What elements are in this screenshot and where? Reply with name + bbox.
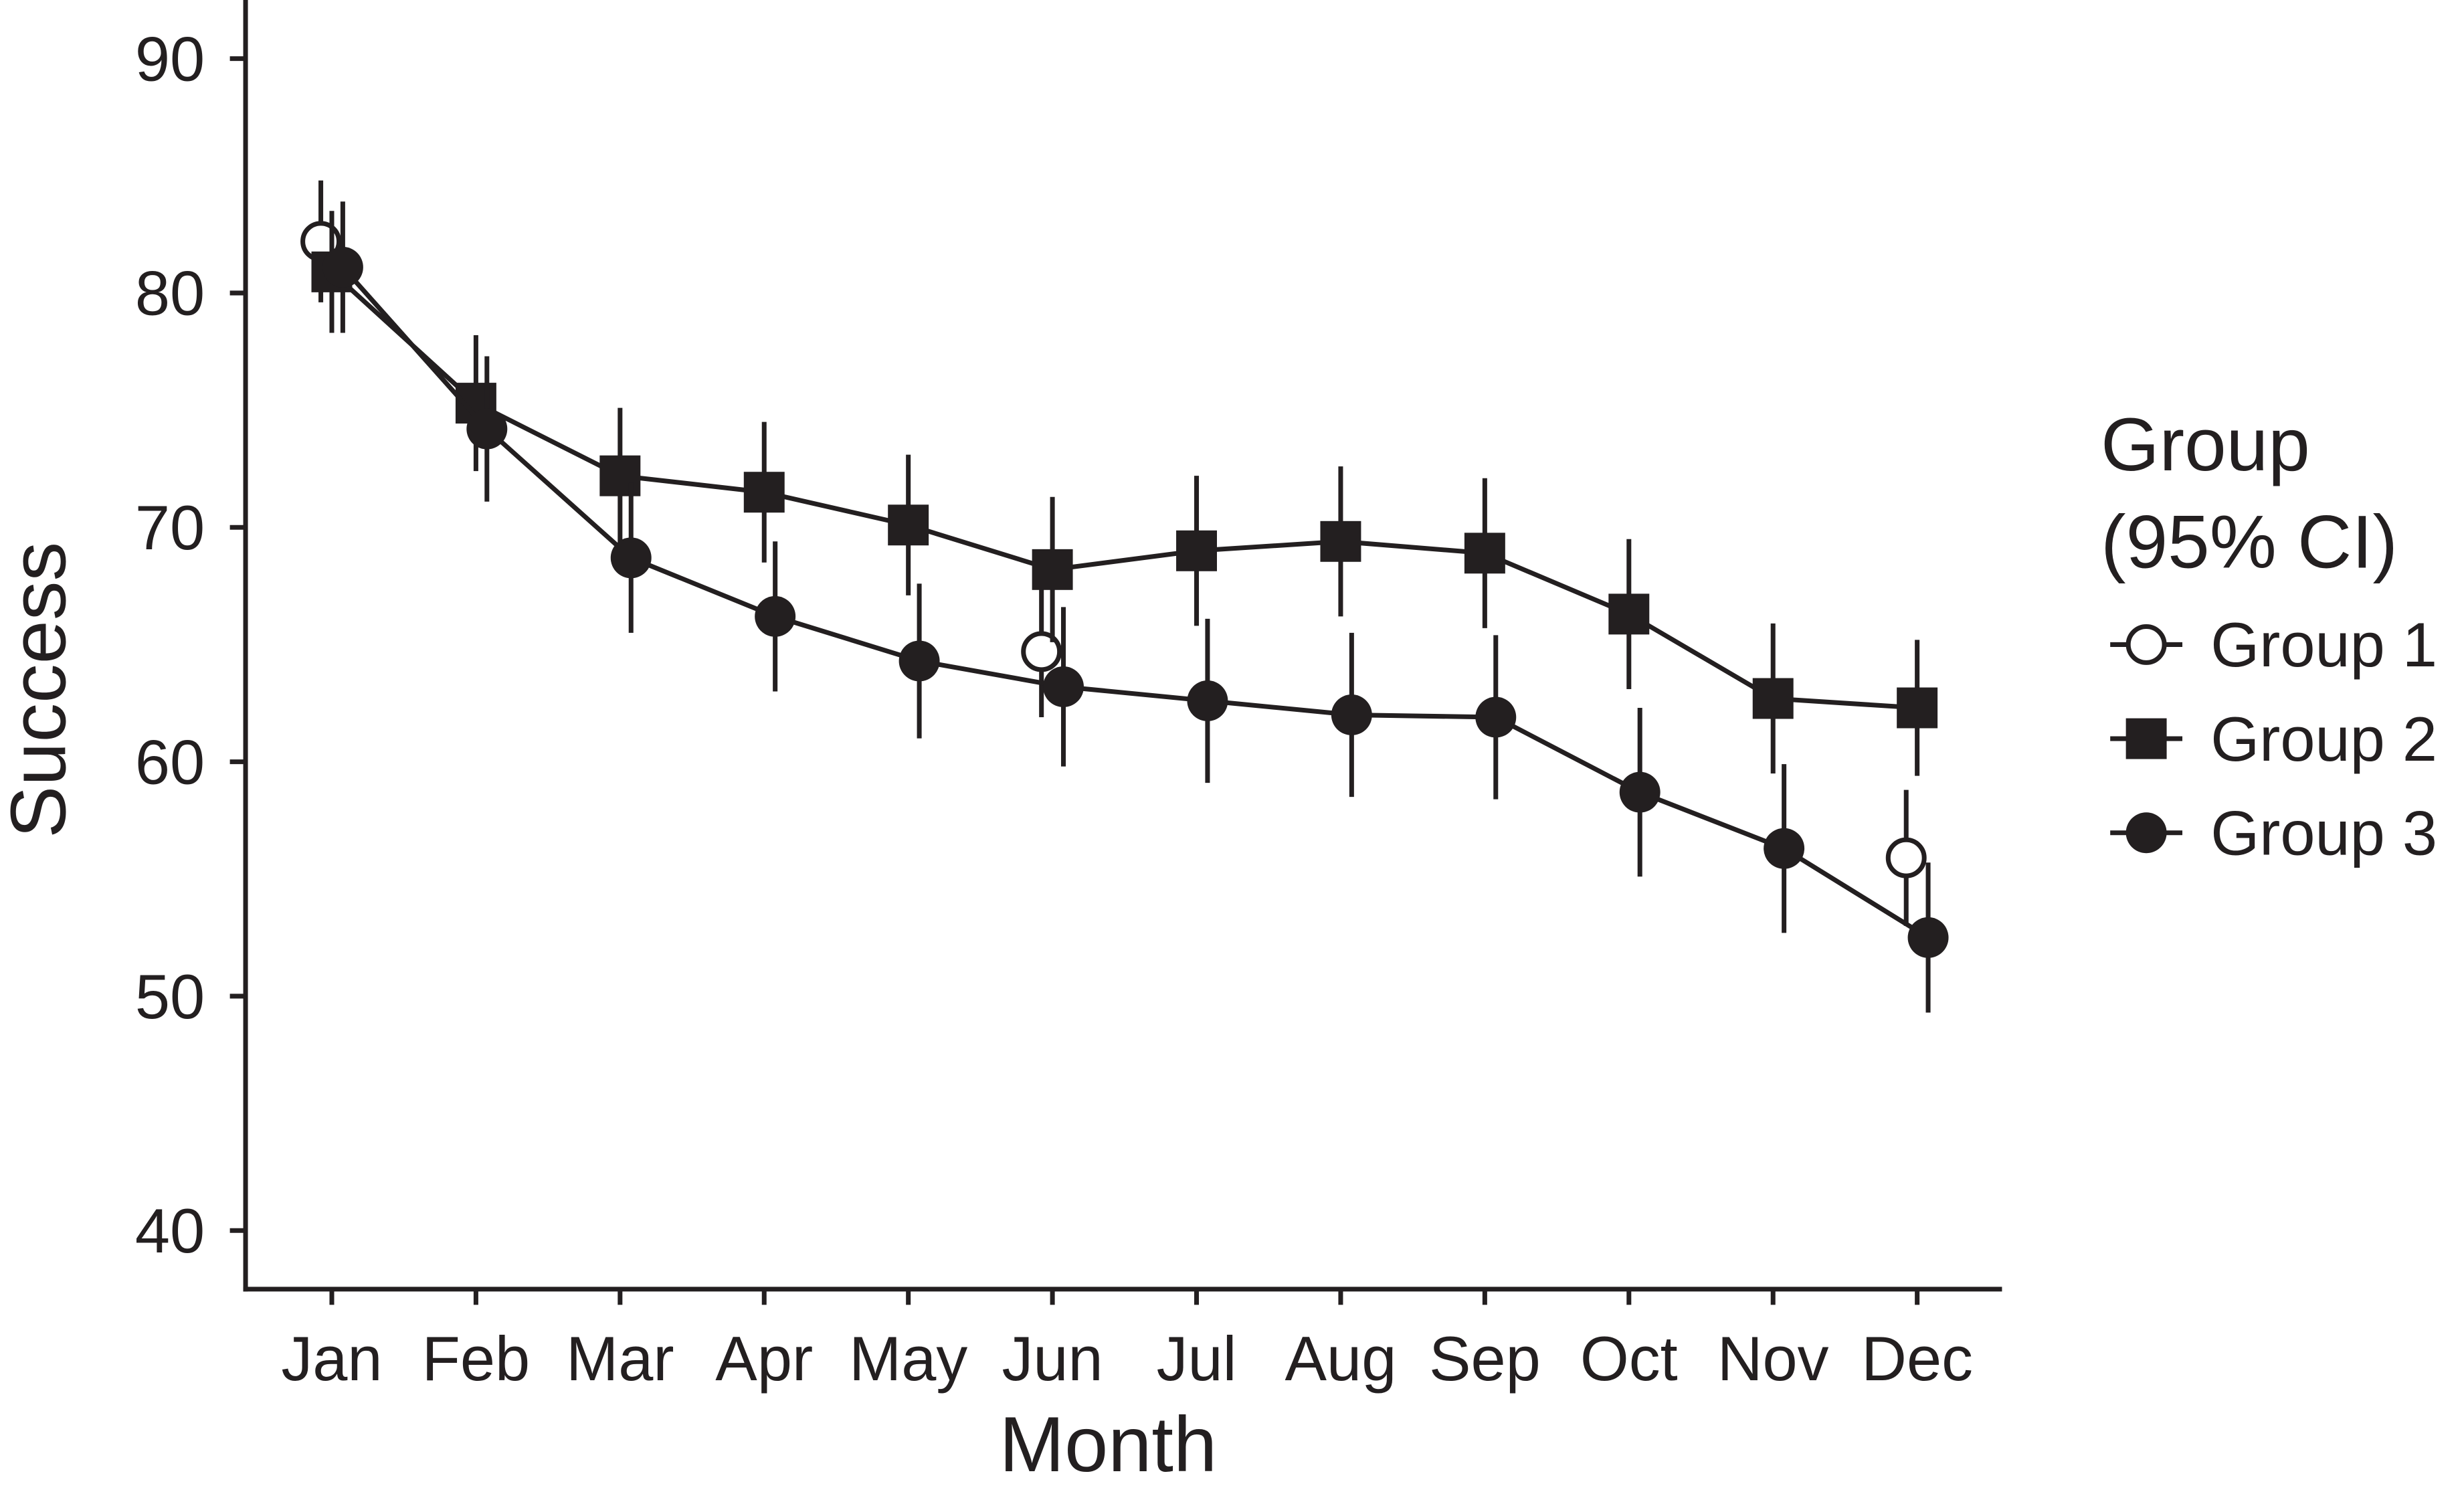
y-axis-title: Success [0,542,82,838]
point [1331,694,1372,736]
legend-marker [2125,624,2167,665]
point [1187,680,1228,721]
point [466,408,508,450]
x-tick-label: Feb [422,1323,531,1394]
x-tick-label: Mar [566,1323,674,1394]
x-tick-label: Jul [1157,1323,1237,1394]
x-tick-label: Aug [1285,1323,1397,1394]
point [322,246,363,288]
x-tick-label: Dec [1861,1323,1973,1394]
y-tick-label: 40 [135,1196,205,1266]
series [322,201,1949,1013]
point [1752,678,1794,719]
legend-title: Group [2101,402,2310,486]
y-tick-label: 70 [135,492,205,563]
point [1885,837,1927,878]
series [300,180,1927,926]
point [1176,530,1217,571]
legend-title: (95% CI) [2101,500,2398,584]
point [1619,771,1661,813]
point [1897,687,1938,729]
legend-label: Group 3 [2210,798,2437,868]
x-tick-label: May [849,1323,967,1394]
y-tick-label: 80 [135,258,205,328]
point [755,595,796,637]
y-tick-label: 50 [135,961,205,1032]
x-tick-label: Jan [281,1323,382,1394]
point [1021,631,1062,672]
x-tick-label: Apr [715,1323,813,1394]
x-tick-label: Jun [1002,1323,1103,1394]
point [1764,828,1805,869]
point [599,455,641,496]
legend-label: Group 1 [2210,609,2437,680]
point [1907,917,1949,958]
point [1475,696,1517,738]
legend-marker [2125,812,2167,854]
y-tick-label: 60 [135,727,205,797]
x-axis-title: Month [999,1400,1217,1488]
point [743,472,785,513]
series-line [330,270,1917,711]
point [898,640,940,682]
x-tick-label: Sep [1429,1323,1541,1394]
point [1608,593,1650,635]
point [1464,533,1505,574]
legend-marker [2125,718,2167,759]
series-line [341,266,1929,940]
point [610,537,652,579]
x-tick-label: Oct [1580,1323,1678,1394]
point [1043,666,1084,707]
point [888,504,929,546]
point [1032,549,1073,590]
x-tick-label: Nov [1717,1323,1829,1394]
legend-label: Group 2 [2210,704,2437,774]
y-tick-label: 90 [135,23,205,94]
point [1320,521,1361,562]
